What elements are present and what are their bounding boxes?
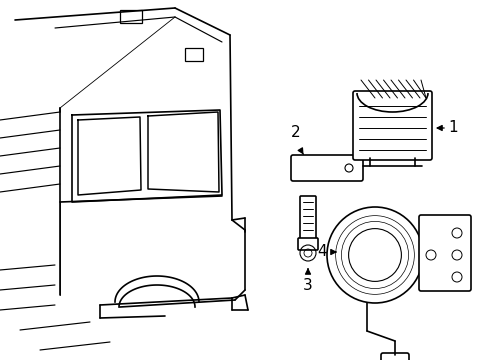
FancyBboxPatch shape: [380, 353, 408, 360]
FancyBboxPatch shape: [352, 91, 431, 160]
FancyBboxPatch shape: [290, 155, 362, 181]
FancyBboxPatch shape: [297, 238, 317, 250]
Text: 1: 1: [447, 121, 457, 135]
Bar: [120, 10, 142, 23]
Text: 2: 2: [290, 125, 300, 140]
FancyBboxPatch shape: [299, 196, 315, 240]
Bar: [184, 48, 203, 61]
Text: 3: 3: [303, 278, 312, 293]
Text: 4: 4: [317, 244, 326, 260]
FancyBboxPatch shape: [418, 215, 470, 291]
